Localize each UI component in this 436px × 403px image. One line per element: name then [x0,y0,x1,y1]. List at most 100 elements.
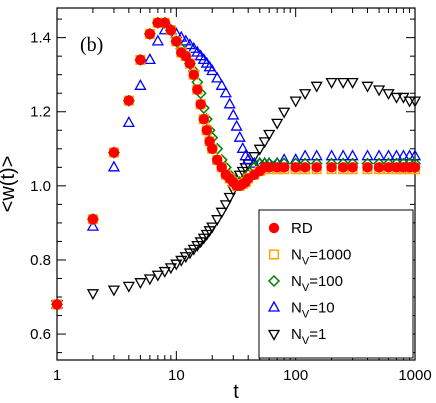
legend-label: NV=1 [291,326,326,347]
data-point [179,34,192,46]
legend-label: NV=1000 [291,247,351,268]
legend-marker [267,274,281,288]
data-point [372,149,386,161]
data-point [87,214,99,225]
data-point [86,219,100,231]
data-point [242,153,255,165]
legend-marker [267,300,281,312]
data-point [223,97,236,109]
data-point [248,152,261,164]
data-point [143,274,156,286]
data-point [290,162,301,173]
data-point [337,149,350,161]
data-point [236,141,249,153]
data-point [397,149,410,161]
data-point [382,89,395,101]
data-point [159,17,170,29]
data-point [107,285,121,297]
data-point [408,149,422,161]
x-tick-label: 100 [283,367,308,384]
x-tick-label: 1 [53,367,61,384]
data-point [263,162,275,173]
data-point [372,85,386,97]
data-point [383,162,394,173]
y-tick-label: 1.2 [30,104,51,121]
data-point [188,69,199,80]
data-point [325,77,338,89]
data-point [326,162,337,173]
data-point [211,71,224,83]
legend-box [258,209,414,359]
x-axis-title: t [233,381,239,403]
data-point [195,99,206,110]
data-point [397,92,410,104]
data-point [183,248,197,260]
data-point [230,119,243,131]
data-point [390,149,403,161]
data-point [299,162,311,173]
data-point [289,96,302,108]
data-point [299,89,312,101]
data-point [215,207,228,219]
x-tick-label: 1000 [398,367,431,384]
y-tick-label: 0.8 [30,252,51,269]
data-point [158,266,171,278]
data-point [337,77,350,89]
data-point [408,96,422,108]
data-point [382,149,395,161]
data-point [207,143,218,154]
data-point [223,192,236,204]
data-point [258,137,271,149]
panel-label: (b) [80,34,103,56]
legend-marker [268,249,280,260]
data-point [192,84,203,95]
y-tick-label: 0.6 [30,326,51,343]
data-point [278,162,290,173]
data-point [299,149,312,161]
data-point [134,78,147,90]
data-point [346,77,359,89]
axis-ticks: 1 10 100 1000 0.6 0.8 1.0 1.2 1.4 [30,8,432,384]
data-point [164,263,177,275]
data-point [198,113,210,125]
data-point [184,58,196,69]
data-point [337,162,349,173]
y-tick-label: 1.0 [30,178,51,195]
series-0 [51,17,421,310]
data-point [201,125,212,136]
data-point [122,116,135,128]
data-point [183,38,197,50]
data-point [362,162,373,173]
y-tick-label: 1.4 [30,30,51,47]
data-point [143,53,156,65]
data-point [347,162,358,173]
data-point [179,252,192,264]
data-point [311,162,322,173]
data-point [123,95,135,106]
data-point [206,222,219,234]
data-point [361,149,374,161]
data-marks [50,16,422,312]
legend-label: NV=100 [291,273,343,294]
data-point [107,160,121,172]
legend-marker [267,329,281,341]
data-point [346,149,359,161]
legend-label: NV=10 [291,300,335,321]
legend-marker [268,222,280,234]
data-point [227,108,240,120]
data-point [409,162,421,173]
legend: RD NV=1000 NV=100 NV=10 NV=1 [267,220,351,347]
data-point [373,162,385,173]
data-point [310,149,323,161]
data-point [175,255,188,267]
data-point [263,129,276,141]
y-axis-title: <w(t)> [0,156,19,213]
data-point [361,81,374,93]
data-point [171,36,182,47]
data-point [219,86,232,98]
data-point [211,215,224,227]
data-point [219,200,232,212]
data-point [51,299,63,310]
data-point [144,28,156,40]
